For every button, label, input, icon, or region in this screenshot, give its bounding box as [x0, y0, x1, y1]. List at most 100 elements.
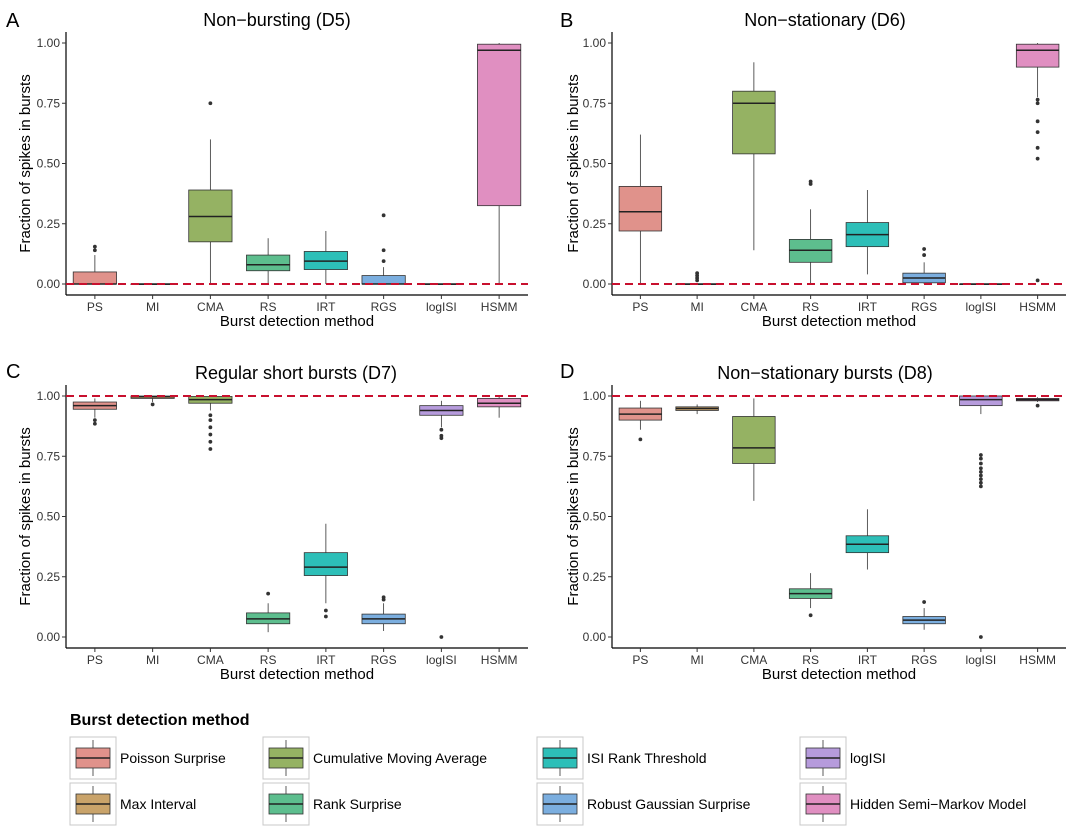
- x-tick-label: RS: [260, 300, 277, 314]
- x-tick-label: HSMM: [1019, 653, 1056, 667]
- box-hsmm: [1015, 397, 1060, 408]
- y-axis-label: Fraction of spikes in bursts: [17, 74, 34, 252]
- y-tick-label: 1.00: [37, 389, 61, 403]
- y-tick-label: 0.50: [37, 157, 61, 171]
- outlier-point: [695, 271, 700, 276]
- y-tick-label: 1.00: [583, 36, 607, 50]
- panel-title: Non−stationary bursts (D8): [717, 363, 933, 383]
- panels: A Non−bursting (D5) Fraction of spikes in …: [6, 10, 1066, 683]
- y-tick-label: 0.25: [37, 570, 61, 584]
- outlier-point: [439, 635, 444, 639]
- x-tick-label: RS: [802, 653, 819, 667]
- y-tick-label: 0.50: [37, 510, 61, 524]
- legend-label: Rank Surprise: [313, 796, 402, 812]
- y-axis-label: Fraction of spikes in bursts: [17, 427, 34, 605]
- box-logisi: [419, 400, 464, 639]
- x-tick-label: logISI: [426, 300, 457, 314]
- x-tick-label: RGS: [911, 653, 937, 667]
- box-cma: [188, 396, 233, 451]
- legend-label: ISI Rank Threshold: [587, 750, 707, 766]
- box-irt: [845, 509, 890, 570]
- x-axis-label: Burst detection method: [762, 313, 916, 330]
- outlier-point: [1035, 403, 1040, 408]
- box-irt: [303, 523, 348, 619]
- y-tick-label: 0.75: [583, 449, 607, 463]
- outlier-point: [978, 480, 983, 485]
- box-rgs: [361, 213, 406, 285]
- outlier-point: [208, 418, 213, 422]
- x-tick-label: PS: [87, 653, 103, 667]
- y-tick-label: 0.75: [37, 96, 61, 110]
- legend-item-ps: Poisson Surprise: [69, 736, 226, 780]
- legend-label: logISI: [850, 750, 886, 766]
- x-tick-label: RS: [260, 653, 277, 667]
- y-tick-label: 0.50: [583, 157, 607, 171]
- outlier-point: [922, 247, 927, 251]
- outlier-point: [323, 608, 328, 613]
- box-rs: [246, 591, 291, 633]
- box-body: [732, 416, 776, 464]
- outlier-point: [208, 447, 213, 451]
- x-tick-label: RGS: [371, 300, 397, 314]
- panel-letter: C: [6, 361, 20, 383]
- outlier-point: [1035, 278, 1040, 283]
- box-irt: [303, 230, 348, 284]
- box-body: [303, 552, 348, 576]
- panel-a: A Non−bursting (D5) Fraction of spikes in …: [6, 10, 528, 330]
- box-rs: [246, 238, 291, 284]
- panel-letter: A: [6, 10, 20, 32]
- box-body: [959, 395, 1003, 407]
- x-tick-label: HSMM: [1019, 300, 1056, 314]
- y-tick-label: 0.50: [583, 510, 607, 524]
- outlier-point: [922, 253, 927, 257]
- y-tick-label: 1.00: [583, 389, 607, 403]
- y-tick-label: 0.75: [37, 449, 61, 463]
- box-irt: [845, 190, 890, 275]
- x-tick-label: MI: [690, 300, 703, 314]
- outlier-point: [808, 613, 813, 618]
- outlier-point: [208, 101, 213, 106]
- x-tick-label: CMA: [197, 300, 224, 314]
- box-hsmm: [1015, 43, 1060, 283]
- y-tick-label: 0.00: [583, 277, 607, 291]
- outlier-point: [978, 484, 983, 489]
- box-cma: [188, 101, 233, 284]
- x-tick-label: CMA: [197, 653, 224, 667]
- box-hsmm: [477, 43, 522, 284]
- box-body: [1015, 43, 1060, 68]
- outlier-point: [1035, 101, 1040, 106]
- box-ps: [72, 244, 117, 285]
- panel-letter: B: [560, 10, 573, 32]
- y-tick-label: 0.25: [37, 217, 61, 231]
- legend-item-hsmm: Hidden Semi−Markov Model: [799, 782, 1026, 826]
- panel-b: B Non−stationary (D6) Fraction of spikes i…: [560, 10, 1066, 330]
- legend-item-mi: Max Interval: [69, 782, 196, 826]
- outlier-point: [1035, 156, 1040, 161]
- outlier-point: [978, 635, 983, 639]
- box-body: [72, 271, 117, 285]
- y-tick-label: 0.00: [37, 277, 61, 291]
- outlier-point: [1035, 130, 1040, 135]
- outlier-point: [381, 259, 386, 264]
- box-mi: [130, 395, 175, 407]
- box-rs: [788, 573, 833, 618]
- x-tick-label: HSMM: [481, 653, 518, 667]
- outlier-point: [208, 432, 213, 437]
- box-body: [732, 90, 776, 155]
- outlier-point: [978, 470, 983, 474]
- outlier-point: [978, 453, 983, 457]
- x-axis-label: Burst detection method: [220, 313, 374, 330]
- x-tick-label: CMA: [741, 653, 768, 667]
- legend-label: Cumulative Moving Average: [313, 750, 487, 766]
- outlier-point: [978, 477, 983, 482]
- box-rgs: [902, 247, 946, 284]
- outlier-point: [922, 600, 927, 604]
- y-tick-label: 0.75: [583, 96, 607, 110]
- box-rs: [788, 179, 833, 284]
- y-axis-label: Fraction of spikes in bursts: [565, 427, 582, 605]
- legend-item-rgs: Robust Gaussian Surprise: [536, 782, 751, 826]
- outlier-point: [808, 179, 813, 184]
- x-tick-label: CMA: [741, 300, 768, 314]
- y-tick-label: 0.25: [583, 217, 607, 231]
